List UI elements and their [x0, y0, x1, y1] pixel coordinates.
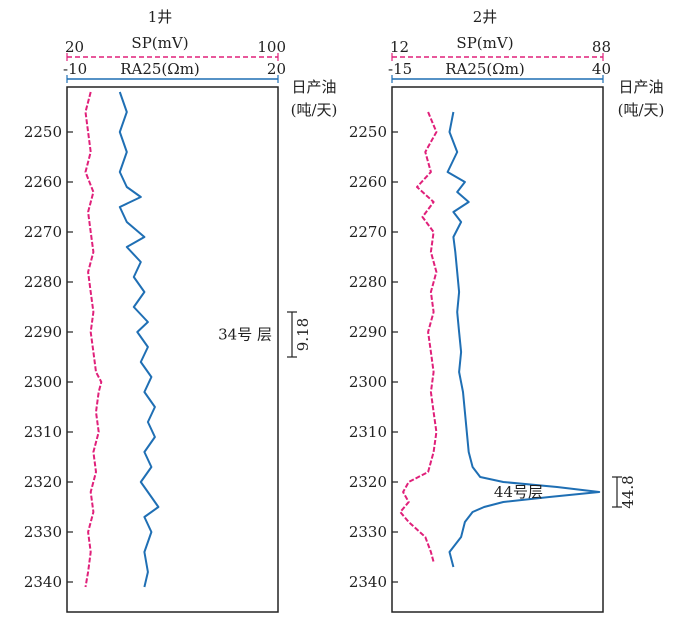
depth-tick-label: 2330 [349, 523, 387, 541]
layer-label: 34号 层 [218, 326, 272, 344]
sp-axis-label: SP(mV) [456, 34, 513, 52]
depth-tick-label: 2280 [349, 273, 387, 291]
panel-title: 1井 [148, 8, 173, 26]
depth-tick-label: 2310 [349, 423, 387, 441]
sp-curve [84, 91, 103, 588]
depth-tick-label: 2340 [349, 573, 387, 591]
oil-value: 9.18 [294, 318, 312, 351]
depth-tick-label: 2340 [24, 573, 62, 591]
depth-tick-label: 2260 [24, 173, 62, 191]
layer-label: 44号层 [494, 483, 543, 501]
oil-header-unit: (吨/天) [291, 101, 338, 119]
depth-tick-label: 2330 [24, 523, 62, 541]
oil-header-label: 日产油 [291, 78, 336, 96]
panel-frame [391, 86, 604, 613]
sp-axis-min: 20 [65, 38, 84, 56]
depth-tick-label: 2280 [24, 273, 62, 291]
depth-tick-label: 2310 [24, 423, 62, 441]
ra25-axis-label: RA25(Ωm) [445, 60, 525, 78]
panel-title: 2井 [473, 8, 498, 26]
depth-tick-label: 2250 [24, 123, 62, 141]
depth-tick-label: 2250 [349, 123, 387, 141]
depth-tick-label: 2320 [24, 473, 62, 491]
depth-tick-label: 2270 [24, 223, 62, 241]
ra25-axis-min: -10 [63, 60, 87, 78]
ra25-axis-min: -15 [388, 60, 412, 78]
depth-tick-label: 2260 [349, 173, 387, 191]
oil-header-unit: (吨/天) [618, 101, 665, 119]
ra25-curve [446, 111, 601, 568]
sp-curve [399, 111, 438, 563]
well-panel-2: 2井 SP(mV) 12 88 RA25(Ωm) -15 40 日产油 (吨/天) 2250 226… [349, 8, 665, 613]
depth-tick-label: 2300 [349, 373, 387, 391]
depth-tick-label: 2290 [349, 323, 387, 341]
depth-tick-label: 2270 [349, 223, 387, 241]
sp-axis-max: 100 [257, 38, 286, 56]
depth-tick-label: 2290 [24, 323, 62, 341]
well-panel-1: 1井 SP(mV) 20 100 RA25(Ωm) -10 20 日产油 (吨/天) 2250 22… [24, 8, 338, 613]
oil-value: 44.8 [619, 475, 637, 508]
ra25-axis-max: 40 [592, 60, 611, 78]
ra25-axis-max: 20 [267, 60, 286, 78]
sp-axis-label: SP(mV) [131, 34, 188, 52]
oil-header-label: 日产油 [618, 78, 663, 96]
depth-tick-label: 2320 [349, 473, 387, 491]
depth-tick-label: 2300 [24, 373, 62, 391]
sp-axis-min: 12 [390, 38, 409, 56]
ra25-curve [118, 91, 160, 588]
sp-axis-max: 88 [592, 38, 611, 56]
ra25-axis-label: RA25(Ωm) [120, 60, 200, 78]
panel-frame [66, 86, 279, 613]
